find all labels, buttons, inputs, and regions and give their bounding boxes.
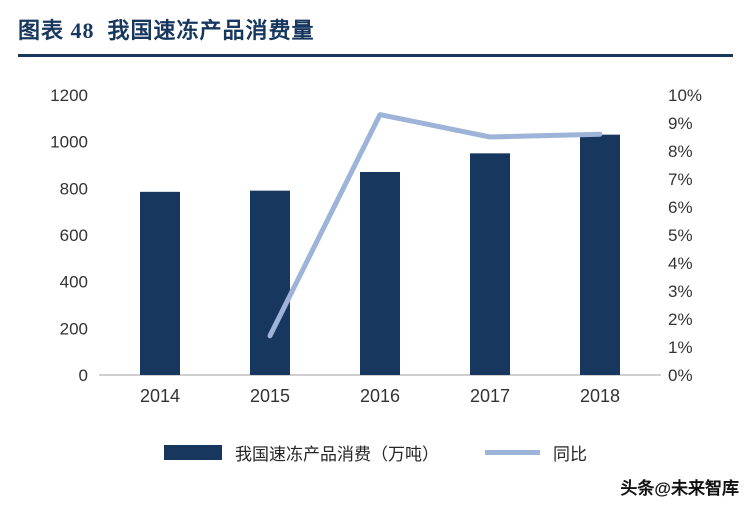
line-series <box>267 112 603 339</box>
bar-2017 <box>470 153 510 375</box>
right-axis-tick-label: 0% <box>668 366 693 385</box>
chart-title: 图表 48 我国速冻产品消费量 <box>18 18 315 43</box>
right-axis-tick-label: 4% <box>668 254 693 273</box>
right-axis-tick-label: 2% <box>668 310 693 329</box>
bar-2018 <box>580 134 620 375</box>
x-axis-label: 2016 <box>360 386 400 406</box>
left-axis-tick-label: 0 <box>79 366 88 385</box>
legend-item-bar-series: 我国速冻产品消费（万吨） <box>164 440 439 465</box>
left-axis-tick-label: 600 <box>60 226 88 245</box>
bar-series-label: 我国速冻产品消费（万吨） <box>235 445 439 464</box>
title-underline <box>18 54 733 57</box>
x-axis-label: 2015 <box>250 386 290 406</box>
right-axis-tick-label: 6% <box>668 198 693 217</box>
right-axis-tick-label: 7% <box>668 170 693 189</box>
right-axis-tick-label: 10% <box>668 86 702 105</box>
bar-series-swatch <box>164 445 222 460</box>
watermark: 头条@未来智库 <box>620 479 739 498</box>
right-axis-tick-label: 9% <box>668 114 693 133</box>
chart-header: 图表 48 我国速冻产品消费量 <box>0 0 751 45</box>
line-series-swatch <box>485 450 540 455</box>
chart-svg: 0 200 400 600 800 1000 1200 0% 1% 2% 3% 4% 5% 6% 7% 8% 9… <box>50 86 702 406</box>
left-axis-tick-label: 200 <box>60 319 88 338</box>
left-axis-tick-label: 1000 <box>50 133 88 152</box>
bar-2014 <box>140 191 180 375</box>
left-axis-tick-label: 1200 <box>50 86 88 105</box>
right-axis-tick-label: 1% <box>668 338 693 357</box>
right-axis-tick-label: 5% <box>668 226 693 245</box>
x-axis-label: 2018 <box>580 386 620 406</box>
right-axis-tick-label: 8% <box>668 142 693 161</box>
bar-2015 <box>250 190 290 375</box>
right-axis-tick-label: 3% <box>668 282 693 301</box>
chart: 0 200 400 600 800 1000 1200 0% 1% 2% 3% 4% 5% 6% 7% 8% 9… <box>0 80 751 425</box>
legend: 我国速冻产品消费（万吨） 同比 <box>0 440 751 465</box>
line-series-label: 同比 <box>553 445 587 464</box>
bar-2016 <box>360 172 400 375</box>
left-axis-tick-label: 400 <box>60 273 88 292</box>
legend-item-line-series: 同比 <box>485 440 587 465</box>
left-axis-tick-label: 800 <box>60 179 88 198</box>
x-axis-label: 2017 <box>470 386 510 406</box>
x-axis-label: 2014 <box>140 386 180 406</box>
